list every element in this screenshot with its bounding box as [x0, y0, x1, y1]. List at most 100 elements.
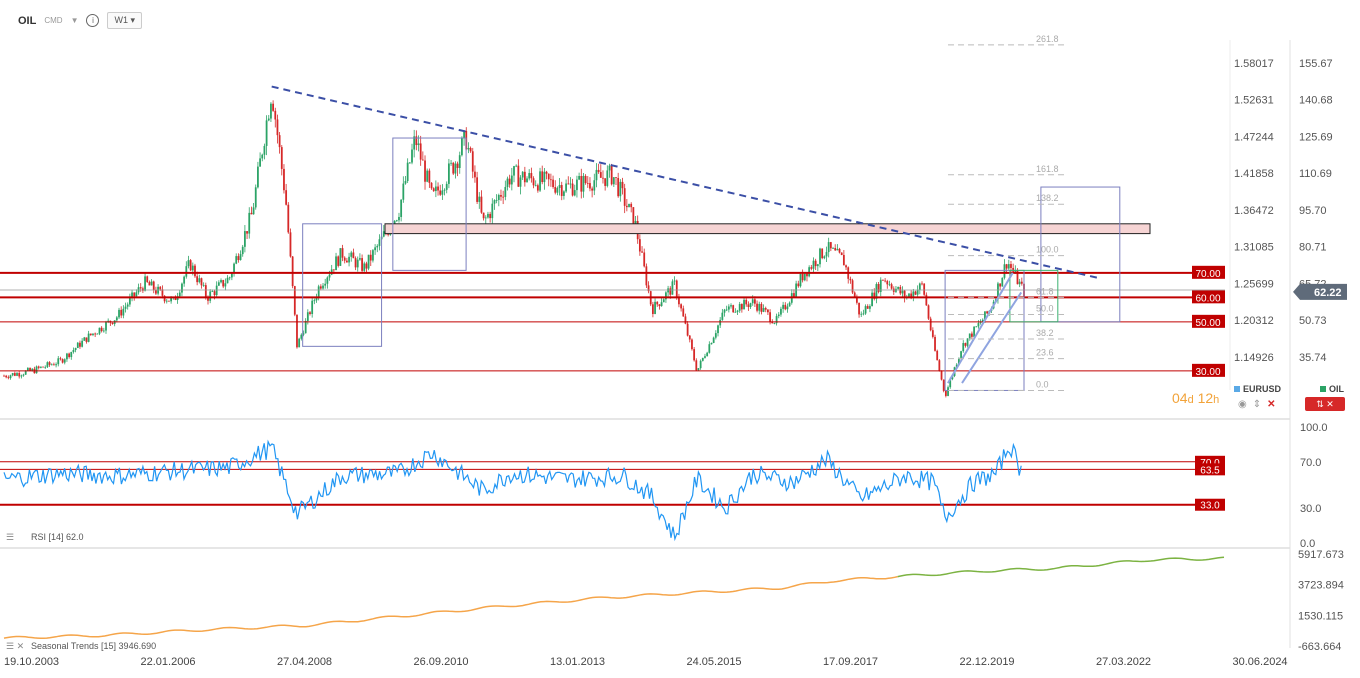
candle-body: [888, 284, 891, 286]
close-icon[interactable]: ✕: [1267, 399, 1276, 410]
candle-body: [1003, 264, 1006, 278]
candle-body: [879, 279, 882, 292]
candle-body: [450, 162, 452, 164]
candle-body: [686, 323, 689, 336]
candle-body: [619, 181, 622, 197]
y-tick-label-eurusd: 1.14926: [1234, 352, 1274, 364]
legend-oil[interactable]: OIL: [1320, 384, 1344, 394]
candle-body: [923, 283, 926, 295]
candle-body: [730, 305, 732, 307]
candle-body: [875, 284, 878, 299]
candle-body: [326, 277, 329, 284]
legend-oil-label: OIL: [1329, 384, 1344, 394]
candle-body: [576, 179, 578, 191]
candle-body: [398, 216, 400, 221]
candle-body: [194, 265, 196, 277]
candle-body: [927, 305, 930, 319]
candle-body: [120, 309, 123, 316]
range-box: [944, 269, 1025, 391]
candle-body: [37, 366, 40, 368]
x-tick-label: 19.10.2003: [4, 656, 59, 668]
candle-body: [866, 306, 869, 309]
y-tick-label-eurusd: 1.20312: [1234, 315, 1274, 327]
candle-body: [474, 171, 476, 178]
candle-body: [92, 333, 94, 336]
candle-body: [625, 205, 628, 208]
eye-icon[interactable]: ◉: [1238, 399, 1247, 410]
candle-body: [226, 277, 229, 284]
x-tick-label: 17.09.2017: [823, 656, 878, 668]
candle-body: [578, 176, 581, 180]
candle-body: [367, 254, 370, 269]
candle-body: [484, 217, 487, 219]
candle-body: [155, 290, 157, 294]
symbol-label: OIL: [18, 14, 37, 27]
candle-body: [914, 291, 917, 295]
candle-body: [769, 312, 771, 322]
candle-body: [471, 151, 474, 172]
y-tick-label-eurusd: 1.31085: [1234, 242, 1274, 254]
current-price-tag: [1293, 283, 1347, 300]
candle-body: [593, 180, 596, 191]
candle-body: [569, 183, 572, 185]
y-tick-label: 50.73: [1299, 315, 1327, 327]
candle-body: [669, 288, 672, 295]
y-tick-label: 140.68: [1299, 95, 1333, 107]
candle-body: [519, 177, 522, 187]
candle-body: [621, 181, 624, 189]
candle-body: [738, 304, 741, 311]
range-box-green: [1009, 269, 1059, 323]
candle-body: [87, 333, 90, 342]
candle-body: [645, 266, 648, 286]
candle-body: [354, 258, 357, 268]
candle-body: [565, 183, 567, 192]
candle-body: [651, 304, 654, 314]
timeframe-value: W1: [114, 15, 128, 25]
candle-body: [430, 182, 433, 189]
candle-body: [63, 359, 66, 363]
candle-body: [617, 178, 620, 197]
fibonacci-label: 261.8: [1036, 34, 1059, 44]
candle-body: [348, 256, 350, 263]
candle-body: [374, 247, 377, 251]
y-tick-label-eurusd: 1.36472: [1234, 205, 1274, 217]
candle-body: [944, 390, 947, 396]
chevron-down-icon[interactable]: ▼: [70, 16, 79, 25]
info-icon[interactable]: i: [86, 14, 100, 27]
chart-header: OIL CMD ▼ i W1 ▾: [18, 12, 143, 29]
timeframe-select[interactable]: W1 ▾: [107, 12, 143, 29]
y-tick-label: 95.70: [1299, 205, 1327, 217]
candle-body: [413, 136, 416, 150]
candle-body: [287, 204, 290, 233]
candle-body: [591, 188, 594, 191]
oil-series-badge[interactable]: ⇅ ✕: [1305, 397, 1345, 411]
candle-body: [775, 316, 778, 324]
candle-body: [665, 292, 667, 300]
candle-body: [734, 311, 737, 313]
reorder-icon[interactable]: ⇕: [1252, 399, 1262, 410]
candle-body: [940, 370, 943, 380]
candle-body: [884, 280, 887, 282]
candle-body: [50, 364, 53, 366]
candle-body: [306, 312, 309, 321]
legend-eurusd[interactable]: EURUSD: [1234, 384, 1281, 394]
candle-body: [239, 254, 242, 261]
candle-body: [426, 170, 429, 182]
candle-body: [315, 297, 318, 301]
candle-body: [840, 252, 843, 255]
candle-body: [541, 171, 544, 183]
candle-body: [280, 147, 283, 169]
candle-body: [695, 360, 698, 371]
candle-body: [697, 368, 700, 371]
candle-body: [536, 185, 539, 191]
candle-body: [589, 183, 591, 189]
candle-body: [736, 310, 739, 312]
candle-body: [801, 273, 804, 281]
candle-body: [832, 247, 834, 249]
candle-body: [1010, 264, 1012, 268]
channel-line: [947, 272, 1014, 384]
y-tick-label: 155.67: [1299, 58, 1333, 70]
candle-body: [745, 299, 748, 305]
candle-body: [547, 173, 550, 180]
